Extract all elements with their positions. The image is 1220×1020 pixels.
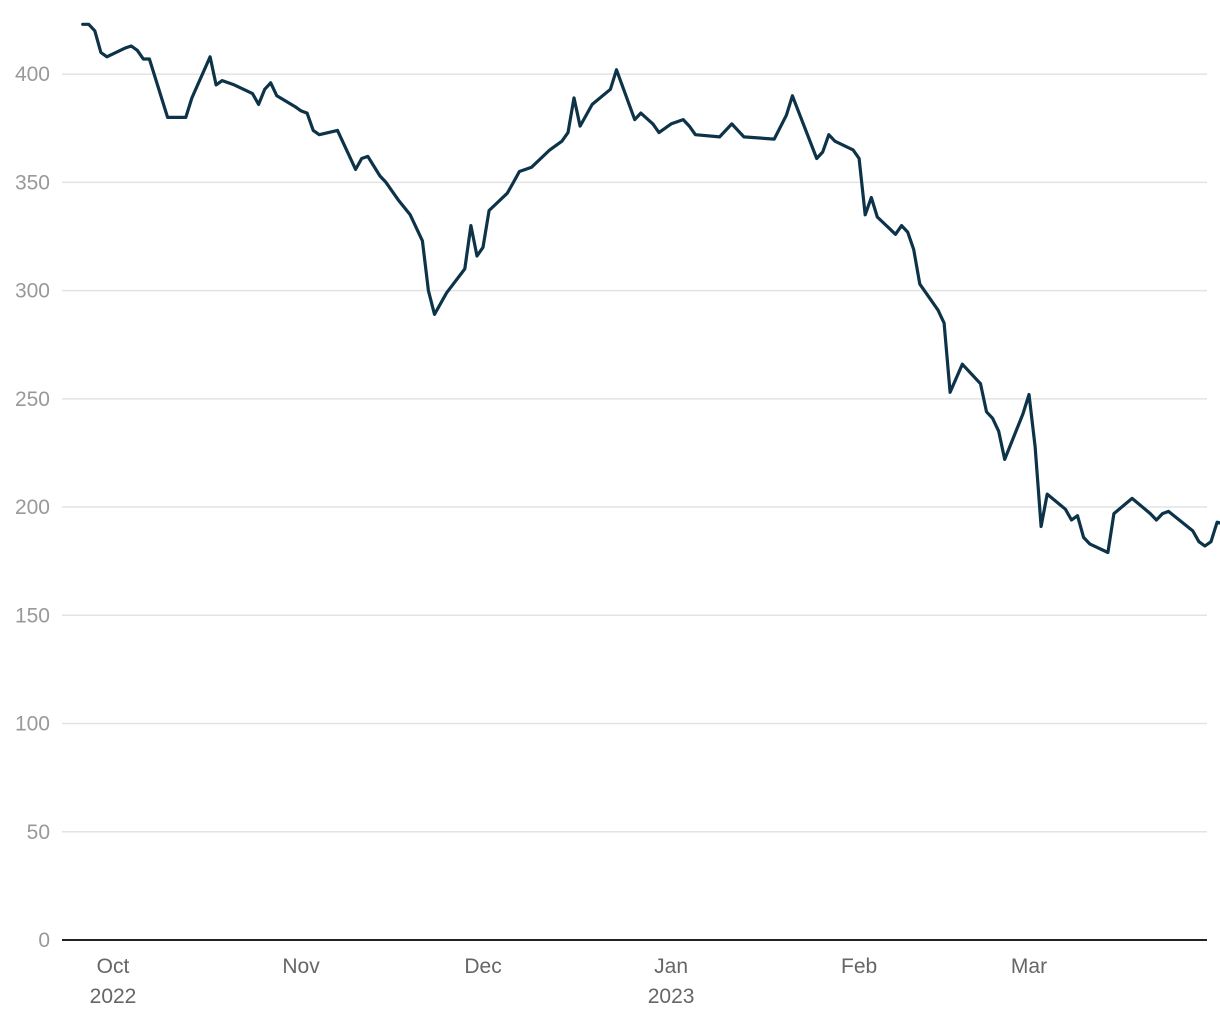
x-tick-year-2022: 2022 bbox=[90, 985, 137, 1008]
y-tick-label-200: 200 bbox=[15, 496, 50, 519]
x-tick-label-feb: Feb bbox=[841, 955, 877, 978]
x-tick-label-mar: Mar bbox=[1011, 955, 1047, 978]
x-tick-label-jan: Jan bbox=[654, 955, 688, 978]
y-axis-ticks: 0 50 100 150 200 250 300 350 400 bbox=[15, 63, 50, 952]
y-tick-label-0: 0 bbox=[38, 929, 50, 952]
y-tick-label-400: 400 bbox=[15, 63, 50, 86]
series-line-0 bbox=[81, 22, 1220, 555]
series-group bbox=[81, 22, 1220, 555]
x-tick-label-nov: Nov bbox=[282, 955, 320, 978]
y-tick-label-300: 300 bbox=[15, 280, 50, 303]
y-tick-label-250: 250 bbox=[15, 388, 50, 411]
y-tick-label-100: 100 bbox=[15, 713, 50, 736]
y-tick-label-350: 350 bbox=[15, 171, 50, 194]
y-tick-label-150: 150 bbox=[15, 604, 50, 627]
x-tick-label-dec: Dec bbox=[464, 955, 501, 978]
x-tick-label-oct: Oct bbox=[97, 955, 130, 978]
y-tick-label-50: 50 bbox=[27, 821, 50, 844]
x-axis-ticks: Oct 2022 Nov Dec Jan 2023 Feb Mar bbox=[90, 955, 1047, 1008]
gridlines bbox=[62, 73, 1207, 833]
x-tick-year-2023: 2023 bbox=[648, 985, 695, 1008]
